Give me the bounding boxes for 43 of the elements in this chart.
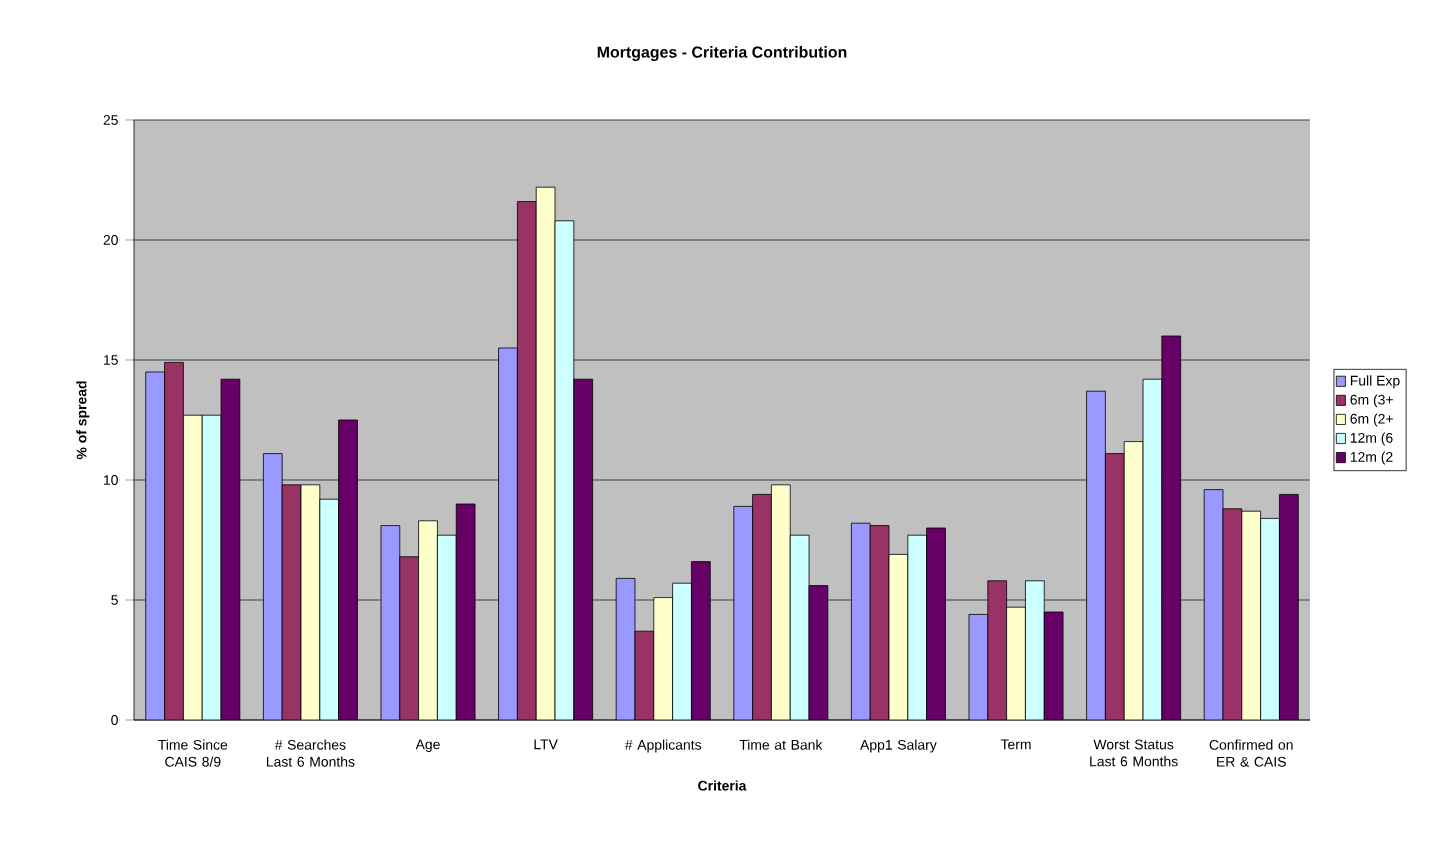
bar	[1105, 453, 1125, 720]
bar	[1203, 489, 1224, 720]
bar	[926, 528, 946, 720]
bar	[380, 525, 400, 720]
bar	[517, 201, 537, 720]
bar	[1260, 518, 1280, 720]
bar	[164, 362, 184, 720]
bar	[555, 220, 574, 720]
bar	[691, 561, 711, 720]
bar	[399, 556, 419, 720]
bar	[1025, 580, 1045, 720]
bar	[573, 379, 593, 720]
bar	[183, 415, 203, 720]
bar	[733, 506, 753, 720]
bar	[1086, 391, 1106, 720]
bar	[1241, 510, 1262, 720]
bar	[851, 523, 871, 720]
bar	[907, 535, 927, 720]
bar	[1222, 508, 1243, 720]
bar	[263, 453, 283, 720]
bar	[145, 371, 165, 720]
bar	[752, 494, 772, 720]
bar	[338, 420, 358, 720]
bar	[221, 379, 240, 720]
bar	[653, 597, 673, 720]
bar	[987, 580, 1007, 720]
bar	[300, 484, 320, 720]
bar	[282, 484, 301, 720]
bar	[1143, 379, 1162, 720]
bar	[771, 484, 791, 720]
bar	[418, 520, 438, 720]
bar	[536, 187, 556, 720]
bar	[1124, 441, 1144, 720]
bar	[1006, 607, 1026, 720]
bar	[202, 415, 222, 720]
bar	[437, 535, 457, 720]
bar	[456, 504, 476, 720]
bar	[1279, 494, 1299, 720]
bar	[319, 499, 339, 720]
bar	[672, 583, 692, 720]
bar	[870, 525, 890, 720]
bar	[1161, 335, 1181, 720]
bar	[498, 347, 518, 720]
